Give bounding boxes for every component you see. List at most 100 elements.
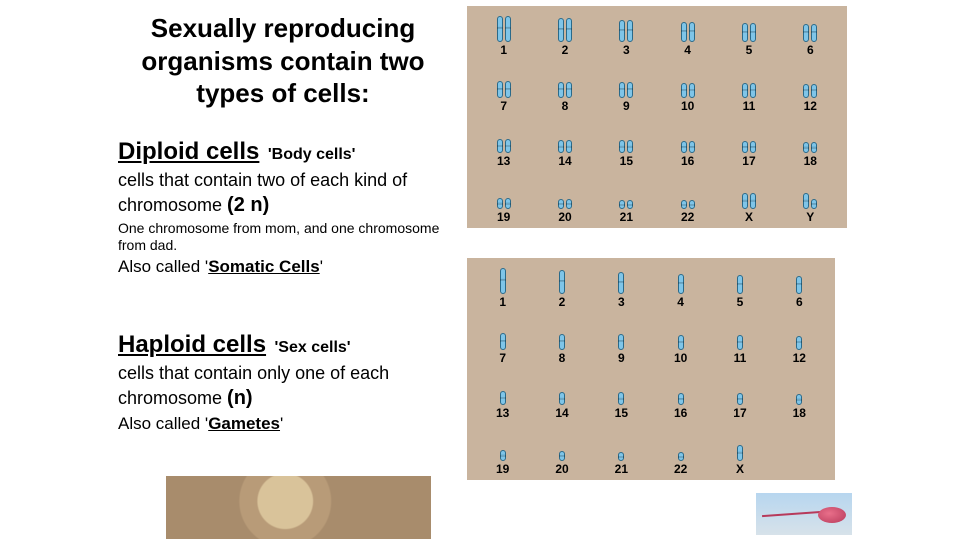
karyotype-cell: 9 (596, 70, 657, 113)
diploid-n-symbol: (2 n) (227, 194, 269, 216)
karyotype-cell: 12 (770, 322, 829, 365)
karyotype-cell: 13 (473, 377, 532, 420)
chromosome-pair (651, 433, 710, 461)
chromosome-pair (473, 181, 534, 209)
chromosome-pair (710, 322, 769, 350)
karyotype-cell: 10 (657, 70, 718, 113)
diploid-also-post: ' (320, 257, 323, 276)
karyotype-cell: 16 (651, 377, 710, 420)
chromosome-label: 22 (657, 210, 718, 224)
karyotype-cell: 20 (532, 433, 591, 476)
sperm-tail (762, 511, 822, 517)
karyotype-cell: 4 (651, 266, 710, 309)
diploid-note: One chromosome from mom, and one chromos… (118, 220, 448, 255)
chromosome-label: 10 (651, 351, 710, 365)
karyotype-cell: X (718, 181, 779, 224)
chromosome-pair (651, 377, 710, 405)
karyotype-cell (770, 447, 829, 476)
chromosome-label: 21 (596, 210, 657, 224)
chromosome-pair (596, 181, 657, 209)
chromosome-label: 1 (473, 43, 534, 57)
karyotype-row: 789101112 (473, 70, 841, 113)
karyotype-cell: 5 (710, 266, 769, 309)
chromosome-pair (592, 433, 651, 461)
haploid-also-pre: Also called ' (118, 414, 208, 433)
karyotype-cell: 16 (657, 125, 718, 168)
karyotype-cell: 18 (780, 125, 841, 168)
karyotype-cell: 19 (473, 433, 532, 476)
karyotype-cell: 21 (592, 433, 651, 476)
chromosome-label: 9 (596, 99, 657, 113)
karyotype-cell: 11 (710, 322, 769, 365)
diploid-also: Also called 'Somatic Cells' (118, 257, 448, 277)
karyotype-cell: 22 (657, 181, 718, 224)
chromosome-pair (780, 181, 841, 209)
chromosome-pair (534, 14, 595, 42)
karyotype-cell: 1 (473, 14, 534, 57)
chromosome-label: 5 (718, 43, 779, 57)
chromosome-label: 15 (596, 154, 657, 168)
karyotype-cell: 7 (473, 322, 532, 365)
chromosome-pair (592, 377, 651, 405)
chromosome-pair (592, 322, 651, 350)
chromosome-label: 2 (532, 295, 591, 309)
chromosome-pair (534, 181, 595, 209)
chromosome-pair (718, 125, 779, 153)
haploid-body-text: cells that contain only one of each chro… (118, 363, 389, 408)
karyotype-cell: 12 (780, 70, 841, 113)
chromosome-label: 22 (651, 462, 710, 476)
haploid-term: Gametes (208, 414, 280, 433)
chromosome-pair (657, 70, 718, 98)
chromosome-label: 14 (534, 154, 595, 168)
diploid-subtitle: 'Body cells' (268, 146, 356, 163)
karyotype-cell: 15 (592, 377, 651, 420)
haploid-section: Haploid cells 'Sex cells' cells that con… (118, 331, 448, 434)
karyotype-cell: 22 (651, 433, 710, 476)
chromosome-pair (710, 266, 769, 294)
karyotype-cell: 1 (473, 266, 532, 309)
chromosome-label: 15 (592, 406, 651, 420)
karyotype-row: 131415161718 (473, 377, 829, 420)
karyotype-cell: 14 (532, 377, 591, 420)
chromosome-label: 16 (651, 406, 710, 420)
chromosome-label: 20 (532, 462, 591, 476)
karyotype-cell: 6 (780, 14, 841, 57)
karyotype-cell: 8 (534, 70, 595, 113)
chromosome-pair (473, 433, 532, 461)
chromosome-label: 18 (770, 406, 829, 420)
chromosome-pair (651, 266, 710, 294)
karyotype-row: 123456 (473, 14, 841, 57)
karyotype-cell: 7 (473, 70, 534, 113)
diploid-term: Somatic Cells (208, 257, 320, 276)
karyotype-cell: 3 (592, 266, 651, 309)
chromosome-pair (473, 70, 534, 98)
chromosome-pair (780, 70, 841, 98)
chromosome-label: 5 (710, 295, 769, 309)
chromosome-label: 7 (473, 351, 532, 365)
chromosome-pair (596, 14, 657, 42)
karyotype-cell: 15 (596, 125, 657, 168)
chromosome-label: 6 (770, 295, 829, 309)
karyotype-cell: 11 (718, 70, 779, 113)
karyotype-cell: 10 (651, 322, 710, 365)
karyotype-cell: 21 (596, 181, 657, 224)
karyotype-cell: Y (780, 181, 841, 224)
karyotype-cell: 3 (596, 14, 657, 57)
chromosome-label: 11 (710, 351, 769, 365)
chromosome-label: 6 (780, 43, 841, 57)
karyotype-cell: 14 (534, 125, 595, 168)
chromosome-pair (473, 14, 534, 42)
chromosome-label: X (718, 210, 779, 224)
chromosome-pair (534, 125, 595, 153)
chromosome-label: 8 (532, 351, 591, 365)
chromosome-label: 17 (710, 406, 769, 420)
chromosome-label: 19 (473, 210, 534, 224)
chromosome-label: 20 (534, 210, 595, 224)
chromosome-pair (770, 447, 829, 475)
haploid-body: cells that contain only one of each chro… (118, 361, 448, 412)
diploid-section: Diploid cells 'Body cells' cells that co… (118, 138, 448, 277)
chromosome-label: Y (780, 210, 841, 224)
karyotype-row: 789101112 (473, 322, 829, 365)
karyotype-row: 19202122XY (473, 181, 841, 224)
chromosome-label: 12 (770, 351, 829, 365)
